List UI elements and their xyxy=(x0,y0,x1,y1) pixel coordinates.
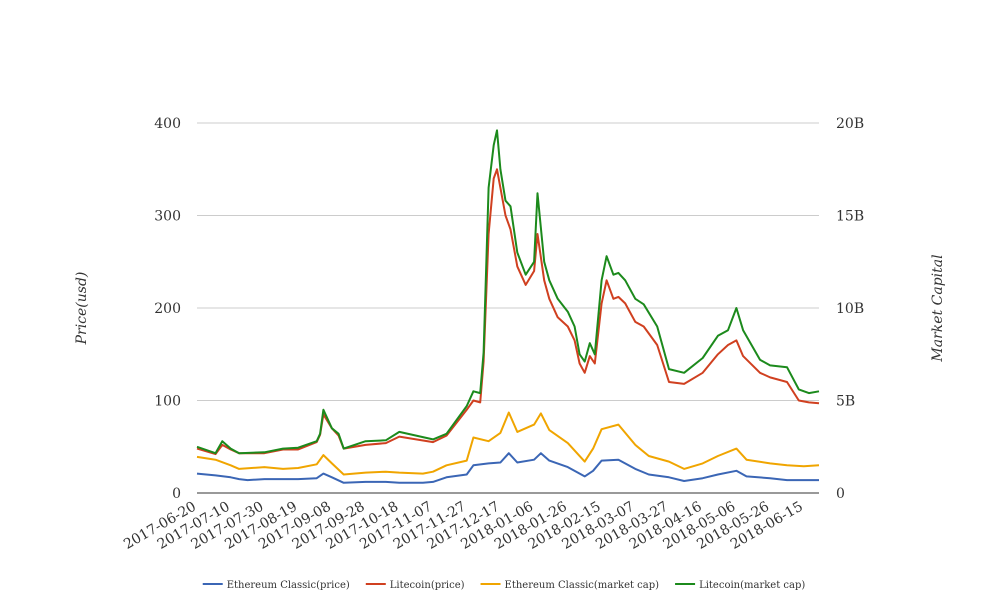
series-line xyxy=(196,129,820,455)
left-axis-ticks: 0 100 200 300 400 xyxy=(154,116,181,502)
series-line xyxy=(196,168,820,456)
y2-tick-label: 0 xyxy=(836,486,845,502)
right-axis-title: Market Capital xyxy=(930,254,946,362)
y-tick-label: 200 xyxy=(154,301,181,317)
legend-label: Litecoin(price) xyxy=(390,580,465,591)
y2-tick-label: 20B xyxy=(836,116,864,132)
series-line xyxy=(196,411,820,476)
legend-label: Ethereum Classic(market cap) xyxy=(505,580,660,591)
series-line xyxy=(196,452,819,484)
right-axis-ticks: 0 5B 10B 15B 20B xyxy=(836,116,864,502)
y-tick-label: 400 xyxy=(154,116,181,132)
gridlines xyxy=(197,122,819,494)
legend: Ethereum Classic(price) Litecoin(price) Et… xyxy=(202,580,805,591)
y-tick-label: 0 xyxy=(172,486,181,502)
legend-label: Litecoin(market cap) xyxy=(699,580,805,591)
x-axis-ticks: 2017-06-202017-07-102017-07-302017-08-19… xyxy=(121,499,806,553)
y2-tick-label: 15B xyxy=(836,209,864,225)
y2-tick-label: 5B xyxy=(836,394,855,410)
y-tick-label: 300 xyxy=(154,209,181,225)
y2-tick-label: 10B xyxy=(836,301,864,317)
left-axis-title: Price(usd) xyxy=(74,272,90,346)
legend-label: Ethereum Classic(price) xyxy=(227,580,350,591)
y-tick-label: 100 xyxy=(154,394,181,410)
series-lines xyxy=(196,129,820,484)
